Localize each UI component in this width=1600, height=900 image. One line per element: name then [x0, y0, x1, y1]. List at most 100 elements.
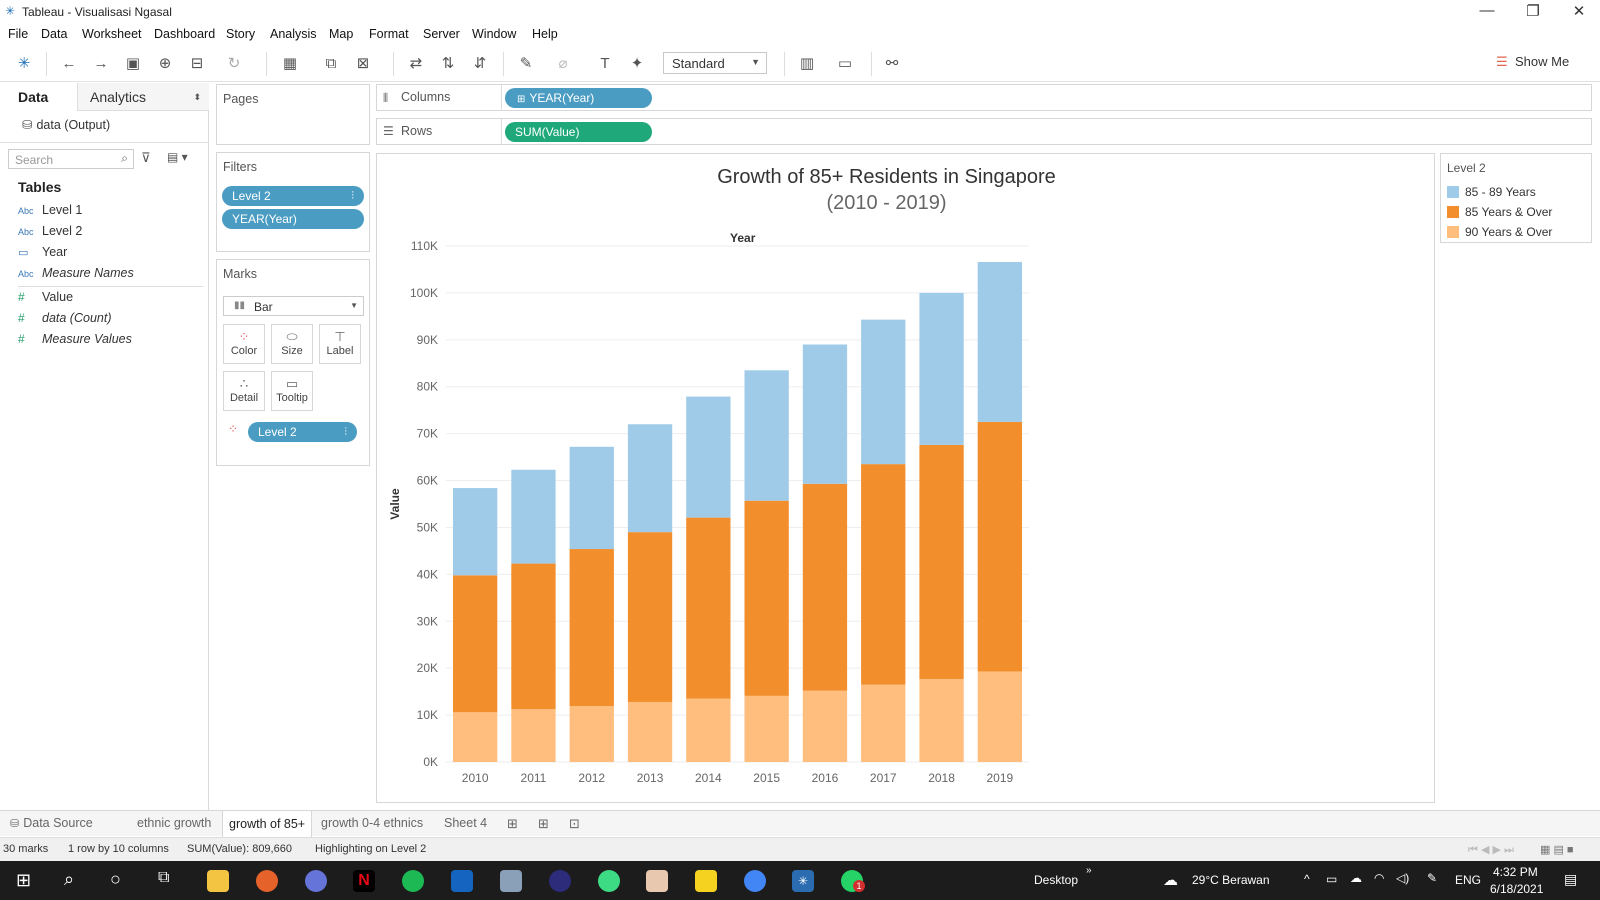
- volume-icon[interactable]: ◁): [1396, 871, 1410, 885]
- filter-icon[interactable]: ⊽: [141, 150, 151, 165]
- label-button[interactable]: ⊤ Label: [319, 324, 361, 364]
- sticky-notes-icon[interactable]: [695, 870, 717, 892]
- field-measure-names[interactable]: Abc Measure Names: [18, 266, 134, 286]
- cortana-icon[interactable]: ○: [110, 869, 121, 889]
- columns-pill[interactable]: ⊞ YEAR(Year): [505, 88, 652, 108]
- menu-format[interactable]: Format: [369, 27, 409, 41]
- bar-segment[interactable]: [627, 424, 673, 533]
- mark-type-dropdown[interactable]: ▮▮ Bar ▼: [223, 296, 364, 316]
- view-mode-icons[interactable]: ▦ ▤ ■: [1540, 844, 1574, 856]
- weather-text[interactable]: 29°C Berawan: [1192, 873, 1270, 887]
- sort-ascending-icon[interactable]: ⇅: [441, 55, 455, 72]
- bar-segment[interactable]: [569, 706, 614, 762]
- menu-help[interactable]: Help: [532, 27, 558, 41]
- file-explorer-icon[interactable]: [207, 870, 229, 892]
- chart-area[interactable]: Growth of 85+ Residents in Singapore (20…: [376, 153, 1435, 803]
- bar-segment[interactable]: [744, 695, 789, 762]
- highlight-icon[interactable]: ✎: [519, 55, 533, 72]
- tab-ethnic-growth[interactable]: ethnic growth: [137, 816, 212, 830]
- bar-segment[interactable]: [452, 488, 498, 576]
- bar-segment[interactable]: [627, 701, 673, 762]
- new-data-source-icon[interactable]: ⊕: [158, 55, 172, 72]
- outlook-icon[interactable]: [451, 870, 473, 892]
- pen-icon[interactable]: ✎: [1427, 871, 1438, 885]
- windows-start-icon[interactable]: ⊞: [16, 870, 32, 890]
- clock-time[interactable]: 4:32 PM: [1493, 865, 1538, 879]
- show-me-button[interactable]: ☰ Show Me: [1496, 54, 1569, 74]
- sheet-navigation-icons[interactable]: ⏮ ◀ ▶ ⏭: [1468, 844, 1514, 856]
- eclipse-icon[interactable]: [549, 870, 571, 892]
- android-studio-icon[interactable]: [598, 870, 620, 892]
- whatsapp-icon[interactable]: 1: [841, 870, 865, 892]
- clock-date[interactable]: 6/18/2021: [1490, 882, 1544, 896]
- menu-server[interactable]: Server: [423, 27, 460, 41]
- filter-pill-year[interactable]: YEAR(Year): [222, 209, 364, 229]
- field-year[interactable]: ▭ Year: [18, 245, 67, 265]
- search-icon[interactable]: ⌕: [64, 869, 75, 889]
- legend-item[interactable]: 90 Years & Over: [1447, 225, 1552, 241]
- bar-segment[interactable]: [977, 261, 1023, 422]
- detail-button[interactable]: ∴ Detail: [223, 371, 265, 411]
- field-data-count[interactable]: # data (Count): [18, 311, 111, 331]
- menu-dashboard[interactable]: Dashboard: [154, 27, 216, 41]
- task-view-icon[interactable]: ⧉: [158, 869, 170, 886]
- rows-pill[interactable]: SUM(Value): [505, 122, 652, 142]
- refresh-icon[interactable]: ↻: [227, 55, 241, 72]
- tab-sheet-4[interactable]: Sheet 4: [444, 816, 488, 830]
- anime-app-icon[interactable]: [646, 870, 668, 892]
- search-input[interactable]: Search ⌕: [8, 149, 134, 169]
- rows-shelf[interactable]: ☰ Rows SUM(Value): [376, 118, 1592, 145]
- wifi-icon[interactable]: ◠: [1374, 871, 1385, 885]
- tableau-start-icon[interactable]: ✳: [17, 55, 31, 72]
- fix-axes-icon[interactable]: ✦: [630, 55, 644, 72]
- columns-shelf[interactable]: ⫴ Columns ⊞ YEAR(Year): [376, 84, 1592, 111]
- menu-story[interactable]: Story: [226, 27, 256, 41]
- bar-segment[interactable]: [569, 446, 614, 550]
- field-level-1[interactable]: Abc Level 1: [18, 203, 82, 223]
- tab-growth-of-85[interactable]: growth of 85+: [222, 811, 313, 837]
- tab-data-source[interactable]: ⛁ Data Source: [10, 816, 93, 830]
- fit-dropdown[interactable]: Standard ▼: [663, 52, 767, 74]
- desktop-toolbar-label[interactable]: Desktop: [1034, 873, 1079, 887]
- bar-segment[interactable]: [977, 421, 1023, 672]
- expand-toolbar-icon[interactable]: »: [1086, 865, 1092, 876]
- field-level-2[interactable]: Abc Level 2: [18, 224, 82, 244]
- size-button[interactable]: ⬭ Size: [271, 324, 313, 364]
- minimize-icon[interactable]: —: [1479, 2, 1495, 19]
- share-icon[interactable]: ⚯: [885, 55, 899, 72]
- bar-segment[interactable]: [744, 370, 789, 501]
- menu-file[interactable]: File: [8, 27, 29, 41]
- bar-segment[interactable]: [686, 517, 731, 699]
- bar-segment[interactable]: [919, 678, 964, 762]
- restore-icon[interactable]: ❐: [1526, 3, 1540, 20]
- menu-window[interactable]: Window: [472, 27, 517, 41]
- new-worksheet-icon[interactable]: ▦: [282, 55, 298, 72]
- language-indicator[interactable]: ENG: [1455, 873, 1482, 887]
- data-source-item[interactable]: ⛁ data (Output): [22, 117, 110, 132]
- bar-segment[interactable]: [686, 698, 731, 762]
- bar-chart[interactable]: 0K 10K 20K 30K 40K 50K 60K 70K 80K 90K 100K 110K Val…: [377, 154, 1436, 804]
- bar-segment[interactable]: [569, 549, 614, 707]
- snipping-tool-icon[interactable]: [500, 870, 522, 892]
- color-button[interactable]: ⁘ Color: [223, 324, 265, 364]
- bar-segment[interactable]: [744, 500, 789, 696]
- legend-item[interactable]: 85 Years & Over: [1447, 205, 1552, 221]
- tableau-taskbar-icon[interactable]: ✳: [792, 870, 814, 892]
- save-icon[interactable]: ▣: [125, 55, 141, 72]
- bar-segment[interactable]: [686, 396, 731, 518]
- tray-chevron-icon[interactable]: ^: [1304, 872, 1310, 886]
- bar-segment[interactable]: [511, 708, 556, 762]
- bar-segment[interactable]: [511, 469, 556, 564]
- menu-worksheet[interactable]: Worksheet: [82, 27, 142, 41]
- bar-segment[interactable]: [802, 483, 848, 691]
- bar-segment[interactable]: [861, 319, 906, 465]
- new-dashboard-icon[interactable]: ⊞: [538, 816, 549, 831]
- menu-map[interactable]: Map: [329, 27, 354, 41]
- filter-pill-level-2[interactable]: Level 2 ⫶: [222, 186, 364, 206]
- firefox-icon[interactable]: [256, 870, 278, 892]
- new-worksheet-icon[interactable]: ⊞: [507, 816, 518, 831]
- bar-segment[interactable]: [627, 532, 673, 702]
- new-story-icon[interactable]: ⊡: [569, 816, 580, 831]
- battery-icon[interactable]: ▭: [1326, 872, 1338, 886]
- bar-segment[interactable]: [452, 712, 498, 762]
